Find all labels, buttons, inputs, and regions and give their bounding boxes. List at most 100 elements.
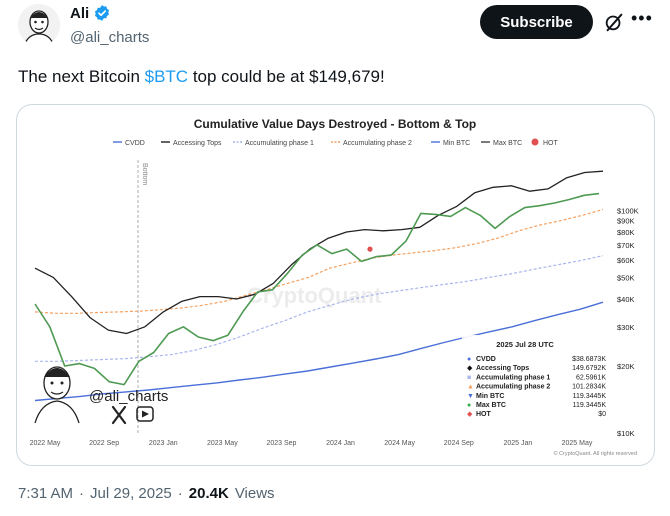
legend-label: Max BTC xyxy=(493,140,522,147)
overlay-sketch-hair-icon xyxy=(44,368,70,377)
tooltip-row-value: 101.2834K xyxy=(572,384,606,391)
tooltip-row-value: $38.6873K xyxy=(572,356,606,363)
bottom-marker-label: Bottom xyxy=(141,163,148,185)
meta-separator: · xyxy=(79,485,85,502)
chart-watermark: CryptoQuant xyxy=(247,283,382,308)
y-tick-label: $40K xyxy=(617,295,635,304)
y-tick-label: $100K xyxy=(617,206,639,215)
x-tick-label: 2025 May xyxy=(562,440,593,447)
avatar-sketch-icon xyxy=(18,4,60,46)
series-line-btc-price xyxy=(34,192,600,386)
tooltip-row: ◆ HOT $0 xyxy=(467,411,606,418)
chart-source: © CryptoQuant. All rights reserved xyxy=(553,450,637,457)
overlay-youtube-icon xyxy=(136,406,154,422)
tooltip-row-marker: ▲ xyxy=(467,384,474,391)
tooltip-row-value: 119.3445K xyxy=(573,402,607,409)
chart-legend: CVDD Accessing Tops Accumulating phase 1 Ac… xyxy=(113,138,559,147)
overlay-handle: @ali_charts xyxy=(89,388,168,405)
legend-label: Min BTC xyxy=(443,140,470,147)
chart-svg: Cumulative Value Days Destroyed - Bottom… xyxy=(30,117,639,457)
x-tick-label: 2023 Jan xyxy=(149,440,178,447)
chart-title: Cumulative Value Days Destroyed - Bottom… xyxy=(194,117,477,131)
tooltip-row-name: Accumulating phase 2 xyxy=(476,384,550,391)
tooltip-row-value: 119.3445K xyxy=(573,393,607,400)
tooltip-row-marker: ▼ xyxy=(467,393,474,400)
tooltip-row-value: $0 xyxy=(598,411,606,418)
x-tick-label: 2022 Sep xyxy=(89,440,119,447)
tweet-text-prefix: The next Bitcoin xyxy=(18,67,145,86)
tooltip-row-marker: ◆ xyxy=(467,411,473,418)
tooltip-row-value: 62.5961K xyxy=(576,374,606,381)
verified-badge-icon xyxy=(95,5,110,21)
tooltip-row-name: Min BTC xyxy=(476,393,504,400)
chart-author-overlay: @ali_charts xyxy=(34,366,168,425)
series-line-accessing-tops xyxy=(34,170,604,335)
x-tick-label: 2024 Jan xyxy=(326,440,355,447)
tweet-meta: 7:31 AM · Jul 29, 2025 · 20.4K Views xyxy=(18,485,275,502)
x-tick-label: 2023 May xyxy=(207,440,238,447)
tooltip-row-value: 149.6792K xyxy=(572,365,606,372)
y-tick-label: $50K xyxy=(617,273,635,282)
tweet-text-suffix: top could be at $149,679! xyxy=(188,67,385,86)
tooltip-row: ■ Accumulating phase 1 62.5961K xyxy=(467,374,606,381)
overlay-x-logo-icon xyxy=(111,405,127,425)
legend-item: Accumulating phase 2 xyxy=(331,140,412,147)
chart-image-card[interactable]: Cumulative Value Days Destroyed - Bottom… xyxy=(16,104,655,466)
chart-tooltip: 2025 Jul 28 UTC ● CVDD $38.6873K◆ Accessing… xyxy=(462,335,612,427)
x-tick-label: 2024 Sep xyxy=(444,440,474,447)
legend-item: Accumulating phase 1 xyxy=(233,140,314,147)
legend-item: Accessing Tops xyxy=(161,140,222,147)
overlay-sketch-body-icon xyxy=(34,400,80,424)
legend-label: Accumulating phase 1 xyxy=(245,140,314,147)
legend-item: Min BTC xyxy=(431,140,470,147)
x-tick-label: 2023 Sep xyxy=(266,440,296,447)
y-tick-label: $60K xyxy=(617,256,635,265)
x-tick-label: 2025 Jan xyxy=(503,440,532,447)
more-options-icon[interactable]: ••• xyxy=(631,8,653,28)
tooltip-row: ▲ Accumulating phase 2 101.2834K xyxy=(467,384,606,391)
cashtag-link[interactable]: $BTC xyxy=(144,67,189,86)
meta-separator-2: · xyxy=(177,485,183,502)
tooltip-row-name: Accumulating phase 1 xyxy=(476,374,550,381)
legend-label: Accumulating phase 2 xyxy=(343,140,412,147)
series-line-accumulating-phase-1 xyxy=(35,255,604,362)
x-tick-label: 2024 May xyxy=(384,440,415,447)
author-handle[interactable]: @ali_charts xyxy=(70,29,150,46)
tooltip-row-marker: ◆ xyxy=(467,365,473,372)
tooltip-row-name: Max BTC xyxy=(476,402,506,409)
author-name[interactable]: Ali xyxy=(70,4,90,22)
tooltip-date: 2025 Jul 28 UTC xyxy=(496,340,554,349)
author-name-row: Ali xyxy=(70,4,111,22)
y-tick-label: $20K xyxy=(617,362,635,371)
tweet-date[interactable]: Jul 29, 2025 xyxy=(90,485,172,502)
tweet-time[interactable]: 7:31 AM xyxy=(18,485,74,502)
y-tick-label: $30K xyxy=(617,323,635,332)
tooltip-row: ◆ Accessing Tops 149.6792K xyxy=(467,365,606,372)
grok-icon[interactable] xyxy=(603,11,625,33)
legend-label: CVDD xyxy=(125,140,145,147)
y-tick-label: $70K xyxy=(617,241,635,250)
avatar[interactable] xyxy=(18,4,60,46)
tooltip-row-marker: ■ xyxy=(467,374,471,381)
tooltip-row-name: Accessing Tops xyxy=(476,365,529,372)
x-tick-label: 2022 May xyxy=(30,440,61,447)
series-line-cvdd xyxy=(34,301,604,402)
legend-item: CVDD xyxy=(113,140,145,147)
tooltip-row-name: CVDD xyxy=(476,356,496,363)
tooltip-row: ● Max BTC 119.3445K xyxy=(467,402,606,409)
tooltip-row: ▼ Min BTC 119.3445K xyxy=(467,393,606,400)
subscribe-button[interactable]: Subscribe xyxy=(480,5,593,39)
chart-series xyxy=(34,170,604,402)
tooltip-row-name: HOT xyxy=(476,411,492,418)
view-count: 20.4K xyxy=(188,485,229,502)
y-tick-label: $10K xyxy=(617,429,635,438)
tooltip-row-marker: ● xyxy=(467,356,471,363)
y-axis-labels: $100K $90K $80K $70K $60K $50K $40K $30K $20K $10… xyxy=(617,206,639,438)
tooltip-row: ● CVDD $38.6873K xyxy=(467,356,606,363)
y-tick-label: $90K xyxy=(617,217,635,226)
legend-item: HOT xyxy=(531,138,559,147)
tooltip-row-marker: ● xyxy=(467,402,471,409)
legend-label: Accessing Tops xyxy=(173,140,222,147)
x-axis-labels: 2022 May 2022 Sep 2023 Jan 2023 May 2023 Sep… xyxy=(30,440,593,447)
y-tick-label: $80K xyxy=(617,228,635,237)
